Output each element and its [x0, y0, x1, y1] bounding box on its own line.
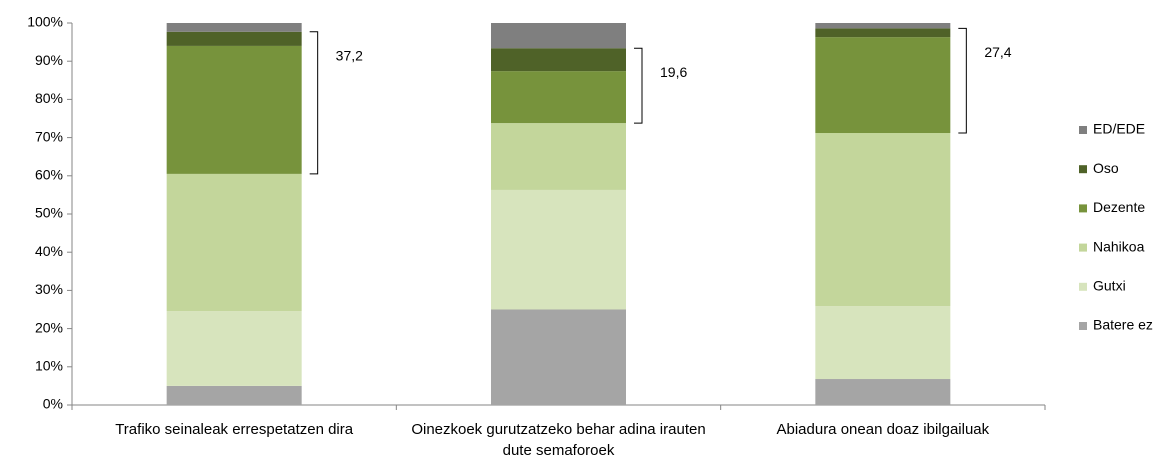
legend-swatch — [1079, 243, 1087, 252]
y-tick-label: 30% — [35, 281, 63, 297]
y-tick-label: 50% — [35, 205, 63, 221]
bracket — [309, 31, 319, 175]
bar-segment — [491, 309, 626, 405]
annotation: 37,2 — [336, 47, 363, 63]
legend-swatch — [1079, 165, 1087, 174]
legend-label: Gutxi — [1093, 278, 1126, 294]
legend-swatch — [1079, 126, 1087, 134]
bar-segment — [166, 23, 302, 32]
y-tick-label: 20% — [35, 319, 63, 335]
legend-swatch — [1079, 282, 1087, 291]
legend-label: Dezente — [1093, 199, 1145, 215]
bar-segment — [166, 385, 302, 405]
y-tick-label: 90% — [35, 52, 63, 68]
x-tick-label: Trafiko seinaleak errespetatzen dira — [115, 421, 354, 438]
bar-segment — [491, 123, 626, 190]
bracket — [634, 47, 643, 124]
x-tick-label: Abiadura onean doaz ibilgailuak — [776, 421, 990, 438]
bar-segment — [815, 28, 951, 38]
legend-label: Oso — [1093, 160, 1119, 176]
bar-segment — [815, 306, 951, 380]
y-tick-label: 60% — [35, 167, 63, 183]
bar-segment — [815, 379, 951, 405]
bar-segment — [491, 71, 626, 124]
bar-segment — [491, 48, 626, 72]
legend-swatch — [1079, 322, 1087, 330]
bar-segment — [815, 37, 951, 134]
y-tick-label: 100% — [27, 14, 63, 30]
annotation: 27,4 — [984, 44, 1011, 60]
bracket — [958, 27, 967, 134]
bar-segment — [166, 173, 302, 312]
legend-swatch — [1079, 204, 1087, 213]
bar-segment — [166, 31, 302, 46]
bar-segment — [491, 23, 626, 49]
bar-segment — [166, 311, 302, 386]
y-tick-label: 10% — [35, 358, 63, 374]
annotation: 19,6 — [660, 64, 687, 80]
legend-label: Batere ez — [1093, 317, 1153, 333]
y-tick-label: 80% — [35, 90, 63, 106]
y-tick-label: 70% — [35, 128, 63, 144]
x-tick-label: Oinezkoek gurutzatzeko behar adina iraut… — [411, 421, 706, 459]
legend-label: Nahikoa — [1093, 238, 1145, 254]
bar-segment — [815, 133, 951, 307]
bar-segment — [815, 23, 951, 29]
bar-segment — [166, 45, 302, 174]
y-tick-label: 40% — [35, 243, 63, 259]
legend-label: ED/EDE — [1093, 121, 1145, 137]
bar-segment — [491, 189, 626, 310]
y-tick-label: 0% — [43, 396, 63, 412]
